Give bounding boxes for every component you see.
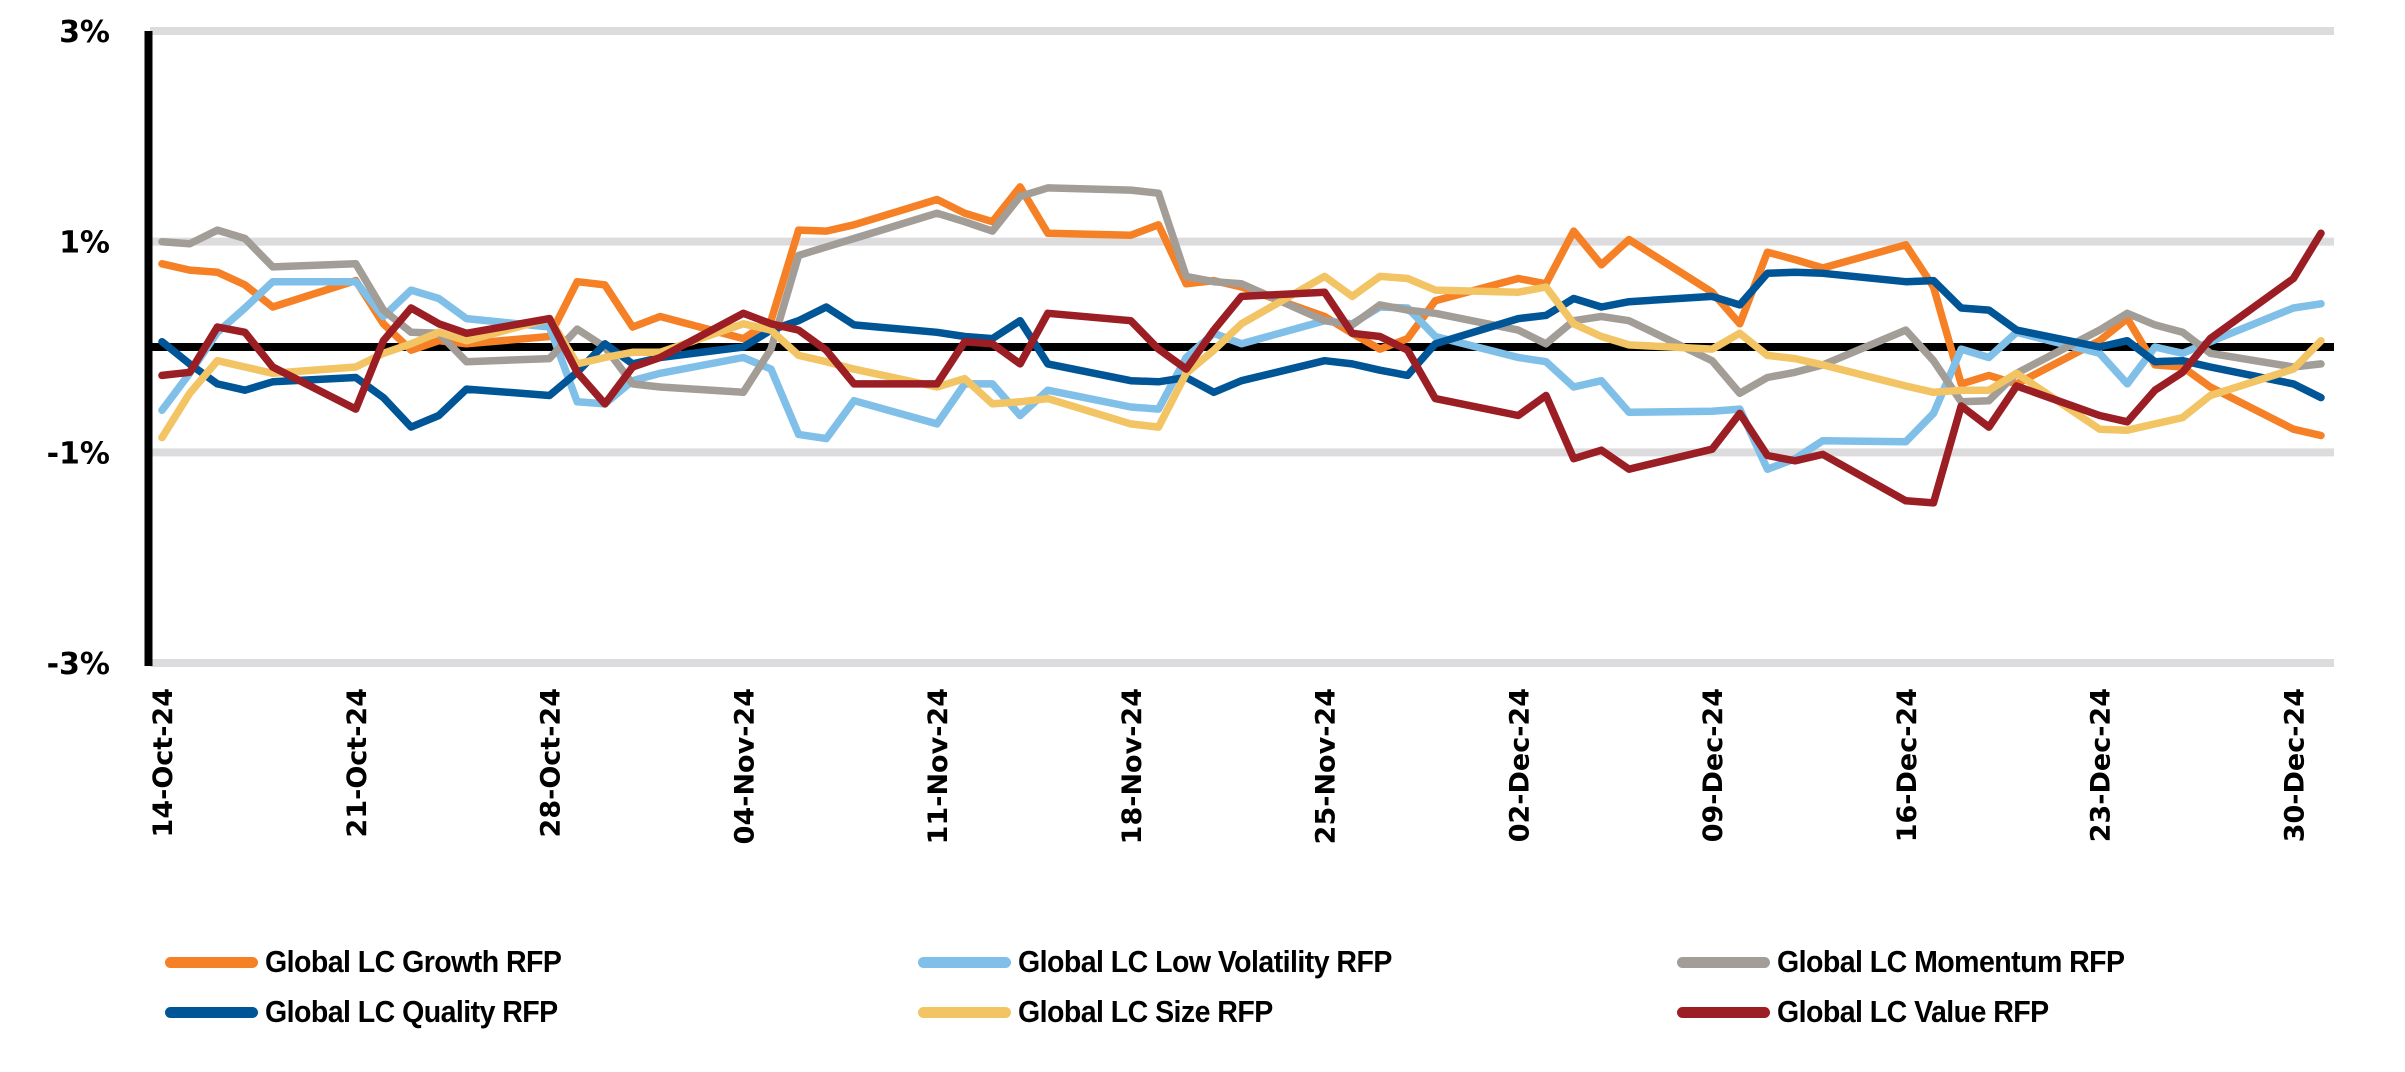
- legend-label-size: Global LC Size RFP: [1018, 994, 1273, 1029]
- x-tick-label: 30-Dec-24: [2279, 688, 2310, 842]
- x-tick-label: 28-Oct-24: [536, 688, 567, 837]
- y-tick-label: -1%: [47, 436, 110, 471]
- x-tick-label: 11-Nov-24: [923, 688, 954, 844]
- legend-swatch-momentum: [1677, 956, 1770, 968]
- x-tick-label: 09-Dec-24: [1698, 688, 1729, 842]
- x-tick-label: 02-Dec-24: [1504, 688, 1535, 842]
- legend-item-value[interactable]: Global LC Value RFP: [1677, 992, 2072, 1032]
- x-tick-label: 21-Oct-24: [342, 688, 373, 837]
- y-tick-label: 3%: [59, 15, 110, 50]
- x-axis-tick-labels: 14-Oct-24 21-Oct-24 28-Oct-24 04-Nov-24 11-N…: [148, 688, 2310, 844]
- series-lines: [158, 183, 2325, 507]
- legend-item-growth[interactable]: Global LC Growth RFP: [165, 942, 587, 982]
- legend-label-growth: Global LC Growth RFP: [265, 944, 562, 979]
- y-axis-tick-labels: 3% 1% -1% -3%: [47, 15, 110, 682]
- series-line-global-lc-quality-rfp: [158, 268, 2325, 431]
- series-line-global-lc-size-rfp: [158, 272, 2325, 442]
- series-line-global-lc-value-rfp: [158, 229, 2325, 507]
- legend-swatch-growth: [165, 956, 258, 968]
- legend-item-quality[interactable]: Global LC Quality RFP: [165, 992, 583, 1032]
- legend-swatch-quality: [165, 1006, 258, 1018]
- legend-label-low-volatility: Global LC Low Volatility RFP: [1018, 944, 1392, 979]
- gridlines: [150, 27, 2334, 667]
- x-tick-label: 16-Dec-24: [1892, 688, 1923, 842]
- x-tick-label: 04-Nov-24: [729, 688, 760, 844]
- legend-swatch-value: [1677, 1006, 1770, 1018]
- legend-swatch-low-volatility: [918, 956, 1011, 968]
- legend-label-quality: Global LC Quality RFP: [265, 994, 558, 1029]
- x-tick-label: 25-Nov-24: [1311, 688, 1342, 844]
- x-tick-label: 23-Dec-24: [2086, 688, 2117, 842]
- legend-label-value: Global LC Value RFP: [1777, 994, 2049, 1029]
- series-line-global-lc-growth-rfp: [158, 183, 2325, 440]
- y-tick-label: 1%: [59, 226, 110, 261]
- legend-item-momentum[interactable]: Global LC Momentum RFP: [1677, 942, 2155, 982]
- legend-item-low-volatility[interactable]: Global LC Low Volatility RFP: [918, 942, 1424, 982]
- x-tick-label: 14-Oct-24: [148, 688, 179, 837]
- legend-item-size[interactable]: Global LC Size RFP: [918, 992, 1295, 1032]
- legend-swatch-size: [918, 1006, 1011, 1018]
- y-tick-label: -3%: [47, 647, 110, 682]
- x-tick-label: 18-Nov-24: [1117, 688, 1148, 844]
- legend-label-momentum: Global LC Momentum RFP: [1777, 944, 2125, 979]
